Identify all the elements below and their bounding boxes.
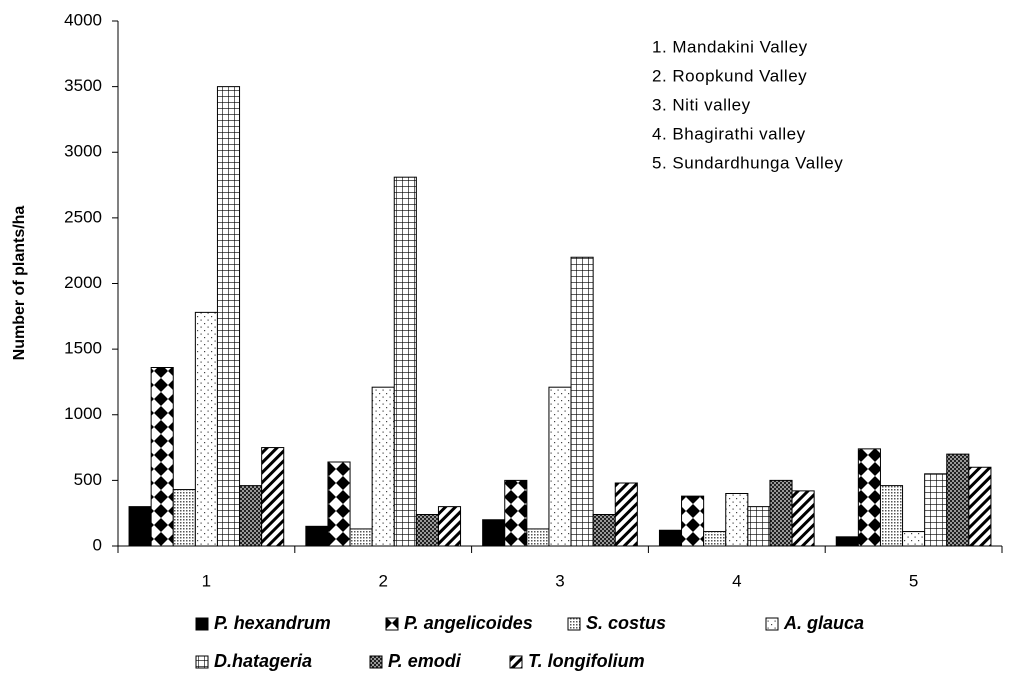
bar — [393, 176, 417, 547]
x-tick-label: 3 — [555, 571, 564, 590]
legend-label: D.hatageria — [214, 651, 312, 671]
y-tick-label: 0 — [93, 535, 102, 554]
legend-label: T. longifolium — [528, 651, 645, 671]
x-tick-label: 5 — [909, 571, 918, 590]
legend-swatch — [509, 655, 523, 669]
bar — [879, 485, 904, 547]
bar — [747, 506, 771, 547]
bar — [415, 514, 439, 547]
bar — [835, 536, 859, 547]
bar — [150, 367, 174, 547]
bar — [172, 489, 196, 547]
y-tick-label: 3500 — [64, 76, 102, 95]
y-axis-label: Number of plants/ha — [11, 206, 28, 361]
bar — [482, 519, 506, 547]
bar — [194, 311, 218, 547]
bar — [769, 479, 793, 547]
x-tick-label: 2 — [378, 571, 387, 590]
y-tick-label: 2000 — [64, 273, 102, 292]
bar — [349, 528, 373, 547]
bar — [725, 493, 749, 547]
bar — [504, 479, 528, 547]
x-tick-label: 4 — [732, 571, 741, 590]
bar — [857, 448, 881, 547]
bar — [305, 525, 329, 547]
bar — [946, 453, 970, 547]
bar — [437, 506, 462, 547]
bar — [261, 447, 285, 547]
bar — [614, 482, 638, 547]
annotation: 3. Niti valley — [652, 95, 751, 114]
annotation: 4. Bhagirathi valley — [652, 124, 806, 143]
legend-swatch — [369, 655, 383, 669]
legend-swatch — [195, 617, 209, 631]
y-tick-label: 1500 — [64, 339, 102, 358]
bar — [791, 490, 815, 547]
y-tick-label: 2500 — [64, 207, 102, 226]
bar — [681, 495, 705, 547]
bar — [703, 531, 727, 547]
y-tick-label: 4000 — [64, 10, 102, 29]
annotation: 1. Mandakini Valley — [652, 37, 808, 56]
bar — [548, 386, 572, 547]
bar — [968, 466, 992, 547]
bar — [592, 514, 616, 547]
bar — [216, 86, 241, 547]
legend-swatch — [195, 655, 209, 669]
legend-label: A. glauca — [783, 613, 864, 633]
y-tick-label: 3000 — [64, 142, 102, 161]
y-tick-label: 1000 — [64, 404, 102, 423]
bar — [570, 256, 594, 547]
legend-swatch — [567, 617, 581, 631]
legend-swatch — [765, 617, 779, 631]
annotation: 5. Sundardhunga Valley — [652, 153, 843, 172]
bar — [371, 386, 395, 547]
legend-swatch — [385, 617, 399, 631]
bar — [239, 485, 263, 547]
x-tick-label: 1 — [202, 571, 211, 590]
legend-label: P. emodi — [388, 651, 462, 671]
bar — [924, 473, 948, 547]
bar — [327, 461, 351, 547]
bar — [658, 529, 683, 547]
legend-label: S. costus — [586, 613, 666, 633]
legend-label: P. hexandrum — [214, 613, 331, 633]
bar — [526, 528, 550, 547]
bar — [128, 506, 152, 547]
annotation: 2. Roopkund Valley — [652, 66, 807, 85]
legend-label: P. angelicoides — [404, 613, 533, 633]
y-tick-label: 500 — [74, 470, 102, 489]
bar — [902, 531, 926, 547]
